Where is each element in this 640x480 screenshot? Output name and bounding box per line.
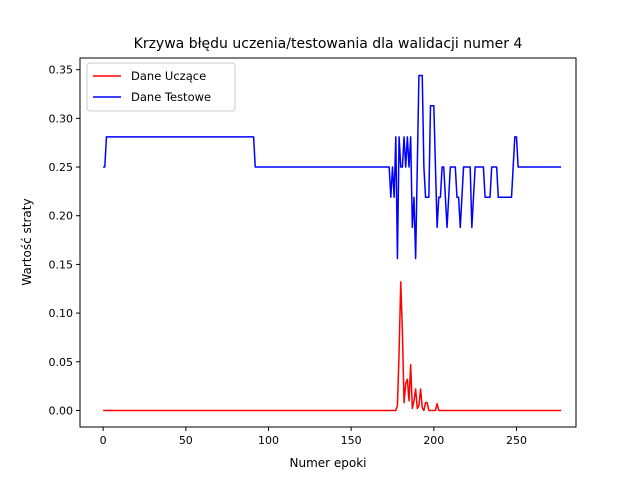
y-tick-label: 0.35 bbox=[49, 64, 74, 77]
y-tick-label: 0.30 bbox=[49, 112, 74, 125]
y-tick-label: 0.00 bbox=[49, 404, 74, 417]
x-tick-label: 0 bbox=[100, 434, 107, 447]
series-line-test bbox=[103, 74, 562, 260]
x-tick-label: 250 bbox=[506, 434, 527, 447]
plot-lines bbox=[103, 74, 562, 412]
x-tick-label: 50 bbox=[179, 434, 193, 447]
legend-box bbox=[86, 62, 236, 112]
legend-label-train: Dane Uczące bbox=[131, 69, 206, 83]
y-axis-ticks: 0.00 0.05 0.10 0.15 0.20 0.25 0.30 0.35 bbox=[49, 64, 80, 417]
x-tick-label: 200 bbox=[423, 434, 444, 447]
y-tick-label: 0.10 bbox=[49, 307, 74, 320]
y-tick-label: 0.05 bbox=[49, 356, 74, 369]
y-tick-label: 0.25 bbox=[49, 161, 74, 174]
plot-frame bbox=[79, 57, 577, 428]
x-axis-label: Numer epoki bbox=[289, 456, 366, 470]
legend-label-test: Dane Testowe bbox=[131, 90, 211, 104]
chart-title: Krzywa błędu uczenia/testowania dla wali… bbox=[134, 36, 523, 52]
y-tick-label: 0.20 bbox=[49, 210, 74, 223]
series-line-train bbox=[103, 281, 562, 412]
x-axis-ticks: 0 50 100 150 200 250 bbox=[100, 427, 527, 447]
x-tick-label: 150 bbox=[341, 434, 362, 447]
y-tick-label: 0.15 bbox=[49, 258, 74, 271]
legend: Dane Uczące Dane Testowe bbox=[86, 62, 236, 112]
x-tick-label: 100 bbox=[258, 434, 279, 447]
y-axis-label: Wartość straty bbox=[20, 198, 34, 285]
